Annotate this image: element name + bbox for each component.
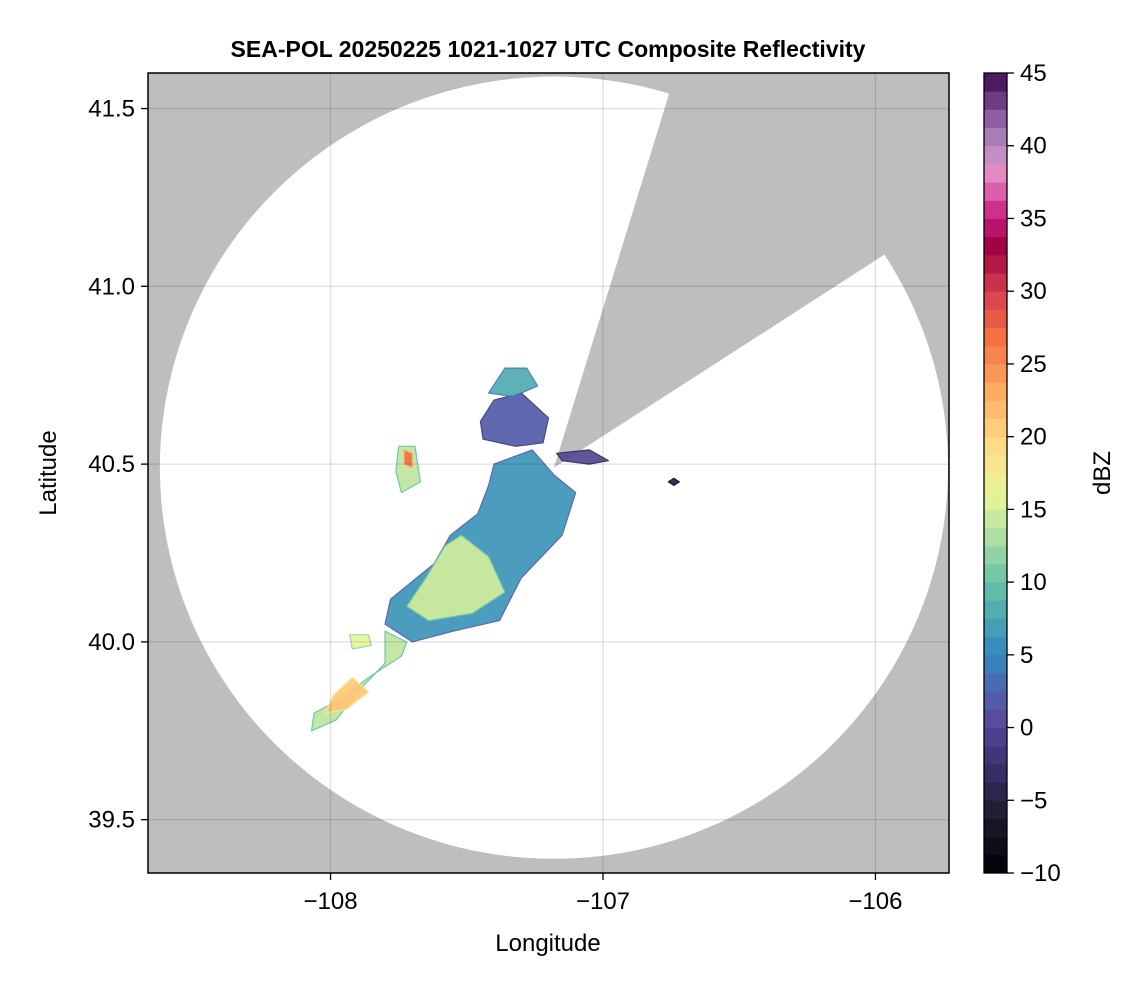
colorbar-segment (984, 763, 1007, 783)
colorbar-segment (984, 599, 1007, 619)
colorbar-segment (984, 672, 1007, 692)
radar-coverage (159, 76, 949, 859)
colorbar-tick-label: 15 (1020, 496, 1047, 523)
chart-title: SEA-POL 20250225 1021-1027 UTC Composite… (231, 36, 866, 62)
y-tick-label: 41.0 (88, 273, 135, 300)
y-tick-label: 41.5 (88, 96, 135, 123)
colorbar-segment (984, 290, 1007, 310)
colorbar-tick-label: 25 (1020, 351, 1047, 378)
colorbar-segment (984, 308, 1007, 329)
colorbar-segment (984, 363, 1007, 383)
colorbar-segment (984, 254, 1007, 274)
colorbar-segment (984, 745, 1007, 765)
colorbar-segment (984, 181, 1007, 201)
echo-region-north-band (479, 392, 550, 447)
colorbar-segment (984, 145, 1007, 165)
colorbar-segment (984, 636, 1007, 656)
y-tick-label: 40.0 (88, 629, 135, 656)
colorbar-segment (984, 108, 1007, 129)
colorbar-tick-label: 10 (1020, 569, 1047, 596)
colorbar-segment (984, 217, 1007, 238)
colorbar-segment (984, 690, 1007, 710)
colorbar-segment (984, 799, 1007, 819)
colorbar-segment (984, 327, 1007, 347)
colorbar-segment (984, 381, 1007, 401)
y-axis-label: Latitude (35, 430, 62, 515)
colorbar-tick-label: −5 (1020, 787, 1047, 814)
colorbar-tick-label: 5 (1020, 642, 1033, 669)
colorbar-tick-label: 20 (1020, 424, 1047, 451)
plot-frame (147, 72, 950, 874)
colorbar-segment (984, 90, 1007, 110)
x-axis-label: Longitude (495, 930, 600, 957)
colorbar-segment (984, 527, 1007, 547)
colorbar-segment (984, 399, 1007, 419)
colorbar-segment (984, 781, 1007, 801)
echo-region-main-core (406, 534, 506, 622)
colorbar-segment (984, 163, 1007, 183)
colorbar-tick-label: 35 (1020, 205, 1047, 232)
colorbar-segment (984, 545, 1007, 565)
colorbar-segment (984, 708, 1007, 729)
echo-region-west-cell-core (403, 449, 413, 469)
echo-region-north-band-east (556, 449, 610, 465)
colorbar-segment (984, 472, 1007, 492)
colorbar-segment (984, 563, 1007, 583)
echo-region-speck-se (667, 477, 680, 486)
colorbar-segment (984, 436, 1007, 456)
echo-region-west-cell (395, 445, 421, 494)
colorbar-segment (984, 72, 1007, 92)
echo-region-small-cell-sw (349, 634, 372, 650)
colorbar-tick-label: 0 (1020, 715, 1033, 742)
echo-region-north-fringe (488, 367, 539, 398)
colorbar-segment (984, 727, 1007, 747)
colorbar-segment (984, 654, 1007, 674)
colorbar-frame (983, 72, 1008, 874)
colorbar-segment (984, 199, 1007, 219)
colorbar-segment (984, 272, 1007, 292)
colorbar-segment (984, 508, 1007, 529)
colorbar-label: dBZ (1089, 451, 1116, 495)
colorbar-segment (984, 854, 1007, 874)
colorbar-segment (984, 836, 1007, 856)
colorbar-segment (984, 345, 1007, 365)
colorbar-segment (984, 127, 1007, 147)
colorbar-tick-label: 40 (1020, 133, 1047, 160)
colorbar-tick-label: −10 (1020, 860, 1061, 887)
colorbar-segment (984, 417, 1007, 438)
y-tick-label: 40.5 (88, 451, 135, 478)
colorbar-segment (984, 454, 1007, 474)
colorbar-segment (984, 236, 1007, 256)
y-tick-label: 39.5 (88, 807, 135, 834)
colorbar-segment (984, 490, 1007, 510)
colorbar-segment (984, 817, 1007, 838)
x-tick-label: −108 (304, 888, 358, 915)
colorbar-tick-label: 45 (1020, 60, 1047, 87)
x-tick-label: −106 (848, 888, 902, 915)
echo-region-tail-core (324, 676, 370, 714)
x-tick-label: −107 (576, 888, 630, 915)
colorbar-segment (984, 617, 1007, 638)
colorbar-segment (984, 581, 1007, 601)
colorbar-tick-label: 30 (1020, 278, 1047, 305)
